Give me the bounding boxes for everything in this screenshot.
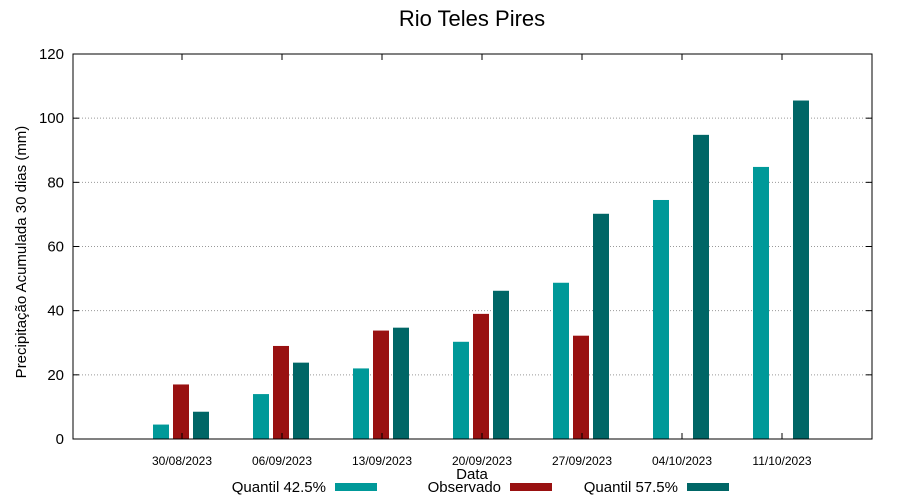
bar — [173, 384, 189, 439]
bar — [153, 424, 169, 439]
bar — [593, 213, 609, 439]
y-tick-label: 100 — [39, 110, 64, 127]
bar — [453, 341, 469, 439]
bars — [153, 100, 809, 439]
y-axis: 0 20 40 60 80 100 120 — [39, 46, 872, 448]
legend-swatch — [687, 483, 729, 491]
bar — [753, 166, 769, 439]
bar — [493, 290, 509, 439]
bar — [373, 330, 389, 439]
legend-label: Quantil 42.5% — [232, 479, 326, 496]
x-axis-label: Data — [456, 466, 488, 483]
bar — [253, 394, 269, 439]
bar — [653, 199, 669, 439]
bar — [273, 345, 289, 439]
y-tick-label: 120 — [39, 46, 64, 63]
legend-swatch — [335, 483, 377, 491]
x-tick-label: 27/09/2023 — [552, 454, 612, 468]
y-tick-label: 40 — [47, 303, 64, 320]
bar — [793, 100, 809, 439]
bar — [553, 282, 569, 439]
x-tick-label: 11/10/2023 — [752, 454, 811, 468]
y-gridlines — [73, 117, 872, 376]
legend-label: Quantil 57.5% — [584, 479, 678, 496]
x-tick-label: 30/08/2023 — [152, 454, 212, 468]
x-tick-label: 04/10/2023 — [652, 454, 712, 468]
legend-swatch — [510, 483, 552, 491]
legend: Quantil 42.5% Observado Quantil 57.5% — [232, 479, 729, 496]
bar — [293, 362, 309, 439]
y-axis-label: Precipitação Acumulada 30 dias (mm) — [13, 126, 30, 379]
bar — [473, 313, 489, 439]
bar — [393, 327, 409, 439]
y-tick-label: 80 — [47, 174, 64, 191]
bar — [193, 411, 209, 439]
chart-title: Rio Teles Pires — [399, 6, 545, 31]
bar — [693, 134, 709, 439]
legend-label: Observado — [428, 479, 501, 496]
x-tick-label: 06/09/2023 — [252, 454, 312, 468]
x-tick-label: 13/09/2023 — [352, 454, 412, 468]
x-tick-label: 20/09/2023 — [452, 454, 512, 468]
y-tick-label: 60 — [47, 239, 64, 256]
bar — [353, 368, 369, 439]
y-tick-label: 20 — [47, 367, 64, 384]
bar — [573, 335, 589, 439]
y-tick-label: 0 — [56, 431, 64, 448]
x-axis: 30/08/2023 06/09/2023 13/09/2023 20/09/2023… — [152, 54, 812, 468]
